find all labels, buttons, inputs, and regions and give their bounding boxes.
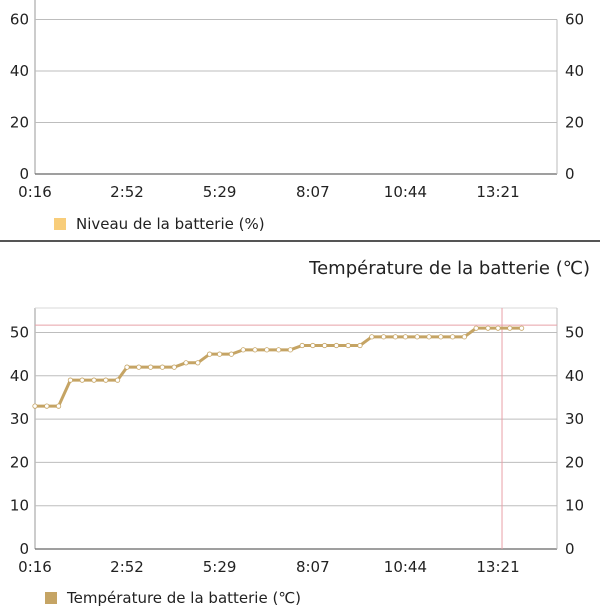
temperature-point [461,334,467,340]
temperature-point [79,377,85,383]
y-tick-label-left: 40 [10,62,29,80]
temperature-chart-title: Température de la batterie (℃) [309,258,590,279]
temperature-point [103,377,109,383]
battery-temperature-chart: 0 0 10 10 20 20 30 30 40 40 50 50 0:16 2:52 5:29 8:07 10… [10,307,584,576]
x-tick-label: 13:21 [476,183,519,201]
y-tick-label-right: 0 [565,540,575,558]
temperature-point [449,334,456,340]
temperature-point [171,364,177,370]
y-tick-label-right: 20 [565,114,584,132]
temperature-point [114,377,121,383]
x-tick-label: 2:52 [110,183,144,201]
temperature-point [217,351,223,357]
x-tick-label: 5:29 [203,183,237,201]
temperature-point [299,342,305,349]
temperature-point [357,342,363,349]
x-tick-label: 0:16 [18,558,52,576]
temperature-point [380,334,387,340]
temperature-series-line [35,326,522,408]
y-tick-label-left: 20 [10,114,29,132]
temperature-point [228,351,235,357]
x-tick-label: 8:07 [296,183,330,201]
temperature-point [392,334,398,340]
y-tick-label-right: 30 [565,410,584,428]
x-tick-label: 5:29 [203,558,237,576]
temperature-legend-label: Température de la batterie (℃) [67,589,302,607]
y-tick-label-right: 40 [565,367,584,385]
x-tick-label: 10:44 [384,558,427,576]
temperature-point [402,334,409,340]
temperature-point [333,342,340,349]
temperature-point [287,347,293,353]
y-tick-label-right: 0 [565,165,575,183]
battery-legend-swatch [54,218,66,230]
temperature-legend: Température de la batterie (℃) [45,589,301,607]
y-tick-label-left: 20 [10,453,29,471]
temperature-point [485,325,491,331]
temperature-point [195,360,201,366]
temperature-point [44,403,50,409]
temperature-point [369,334,375,340]
y-tick-label-left: 50 [10,324,29,342]
temperature-point [32,403,38,409]
temperature-point [426,334,432,340]
temperature-point [206,351,213,357]
temperature-point [91,377,97,383]
temperature-point [473,325,479,331]
temperature-point [159,364,166,370]
x-tick-label: 13:21 [476,558,519,576]
temperature-legend-swatch [45,592,57,604]
temperature-point [438,334,444,340]
temperature-point [519,325,525,331]
temperature-point [240,347,246,353]
y-tick-label-left: 40 [10,367,29,385]
temperature-point [148,364,154,370]
temperature-point [275,347,282,353]
y-tick-label-right: 40 [565,62,584,80]
battery-level-chart: 0 0 20 20 40 40 60 60 0:16 2:52 5:29 8:07 10:44 13:21 [10,0,584,201]
temperature-point [507,325,513,331]
temperature-point [414,334,420,340]
temperature-point [345,342,351,349]
temperature-point [55,403,62,409]
temperature-point [322,342,328,349]
temperature-point [136,364,142,370]
temperature-point [252,347,258,353]
temperature-point [310,342,316,349]
battery-level-legend: Niveau de la batterie (%) [54,215,265,233]
y-tick-label-right: 50 [565,324,584,342]
y-tick-label-right: 20 [565,453,584,471]
y-tick-label-left: 0 [19,540,29,558]
x-tick-label: 2:52 [110,558,144,576]
temperature-point [67,377,73,383]
y-tick-label-left: 10 [10,497,29,515]
section-divider [0,240,600,242]
temperature-point [124,364,130,370]
temperature-point [264,347,270,353]
y-tick-label-left: 30 [10,410,29,428]
temperature-point [183,360,189,366]
y-tick-label-left: 60 [10,11,29,29]
y-tick-label-right: 10 [565,497,584,515]
y-tick-label-right: 60 [565,11,584,29]
x-tick-label: 10:44 [384,183,427,201]
battery-legend-label: Niveau de la batterie (%) [76,215,265,233]
y-tick-label-left: 0 [19,165,29,183]
temperature-point [495,325,501,331]
x-tick-label: 8:07 [296,558,330,576]
x-tick-label: 0:16 [18,183,52,201]
